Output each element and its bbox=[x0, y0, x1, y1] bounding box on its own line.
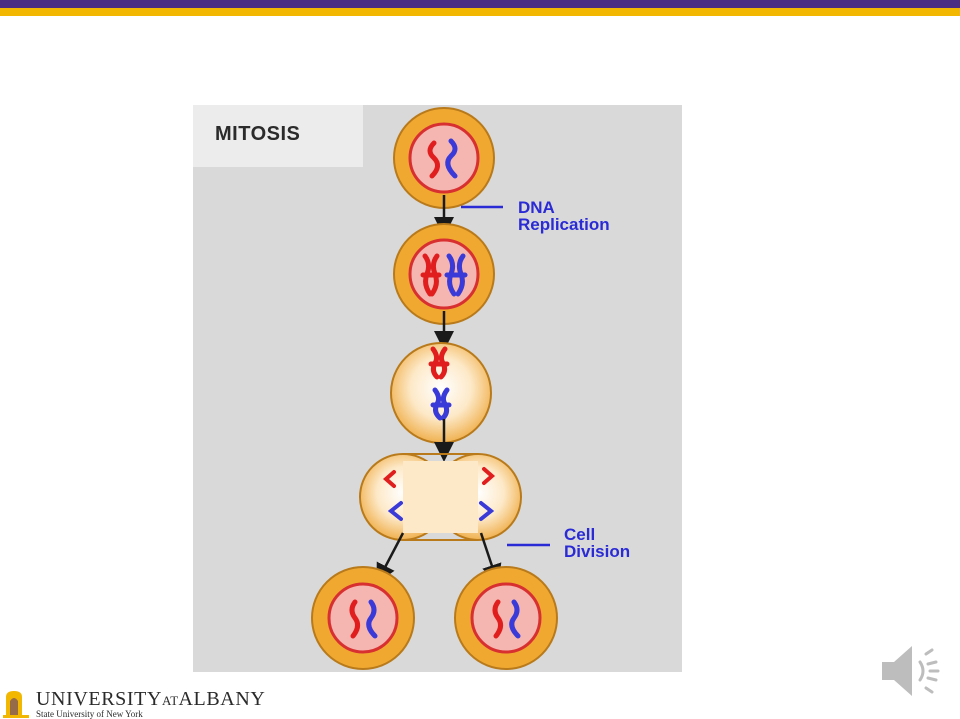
label-division: Division bbox=[564, 542, 631, 561]
wordmark-at: AT bbox=[162, 693, 179, 708]
mitosis-diagram bbox=[311, 107, 558, 670]
figure-title: MITOSIS bbox=[215, 123, 301, 145]
cell-replicated bbox=[393, 223, 495, 325]
chromosome-red bbox=[427, 140, 440, 179]
arrow-left bbox=[376, 532, 405, 584]
university-subtitle: State University of New York bbox=[36, 709, 143, 719]
chromosome-blue bbox=[445, 138, 458, 179]
minerva-logo-icon bbox=[3, 691, 29, 718]
top-accent-bar-gold bbox=[0, 8, 960, 16]
daughter-cell-left bbox=[311, 566, 415, 670]
label-dna: DNA bbox=[518, 198, 555, 217]
label-replication: Replication bbox=[518, 215, 610, 234]
mitosis-figure: MITOSIS bbox=[193, 105, 682, 672]
speaker-icon[interactable] bbox=[878, 642, 942, 700]
wordmark-albany: ALBANY bbox=[178, 688, 266, 710]
cell-interphase bbox=[393, 107, 495, 209]
university-wordmark: UNIVERSITYATALBANY bbox=[36, 688, 265, 711]
cell-metaphase bbox=[390, 342, 492, 444]
figure-title-box: MITOSIS bbox=[193, 105, 363, 167]
label-dna-replication: DNA Replication bbox=[518, 199, 610, 233]
cell-dividing bbox=[359, 453, 522, 541]
label-cell: Cell bbox=[564, 525, 596, 544]
label-cell-division: Cell Division bbox=[564, 526, 630, 560]
wordmark-university: UNIVERSITY bbox=[36, 688, 162, 710]
daughter-cell-right bbox=[454, 566, 558, 670]
top-accent-bar-purple bbox=[0, 0, 960, 8]
